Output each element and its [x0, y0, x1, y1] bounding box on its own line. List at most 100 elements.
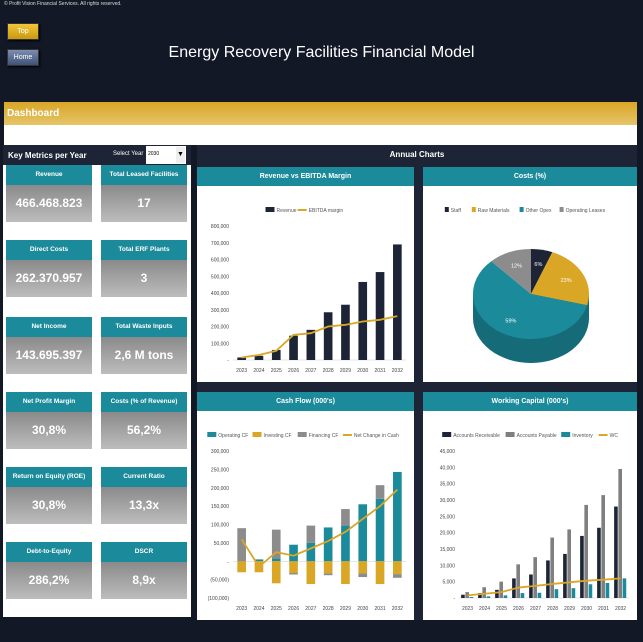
metric-value: 56,2%: [101, 412, 187, 449]
home-button[interactable]: Home: [7, 49, 39, 66]
costs-pie-chart: Costs (%) Staff Raw Materials Other Opex Ope…: [423, 167, 637, 382]
revenue-ebitda-chart: Revenue vs EBITDA Margin Revenue EBITDA ma…: [197, 167, 414, 382]
bar-accounts-receivable: [495, 589, 499, 598]
x-tick-label: 2024: [253, 606, 264, 612]
x-tick-label: 2023: [236, 606, 247, 612]
legend-label: Raw Materials: [478, 208, 510, 214]
legend-label: Net Change in Cash: [354, 433, 399, 439]
bar-accounts-receivable: [614, 506, 618, 598]
bar-accounts-payable: [516, 564, 520, 598]
y-tick-label: 600,000: [211, 258, 229, 264]
legend-label: Investing CF: [264, 433, 292, 439]
copyright-text: © Profit Vision Financial Services. All …: [4, 1, 122, 7]
annual-charts-title: Annual Charts: [389, 150, 445, 159]
bar-revenue: [289, 335, 298, 360]
bar-operating-cf: [271, 558, 281, 562]
x-tick-label: 2028: [323, 606, 334, 612]
metric-label: Net Profit Margin: [6, 392, 92, 412]
metric-card: Return on Equity (ROE) 30,8%: [6, 467, 92, 524]
legend-swatch: [444, 207, 449, 212]
page-title: Energy Recovery Facilities Financial Mod…: [168, 44, 475, 61]
working-capital-chart: Working Capital (000's) Accounts Receivab…: [423, 392, 637, 620]
bar-accounts-payable: [584, 504, 588, 598]
metric-value: 262.370.957: [6, 260, 92, 297]
metric-value: 2,6 M tons: [101, 337, 187, 374]
bar-investing-cf: [358, 561, 368, 574]
metric-label: Net Income: [6, 317, 92, 337]
top-button[interactable]: Top: [7, 23, 39, 40]
bar-inventory: [503, 595, 508, 598]
bar-investing-cf: [341, 561, 350, 585]
legend-swatch: [505, 432, 515, 437]
metric-card: Net Income 143.695.397: [6, 317, 92, 374]
legend-label: WC: [610, 433, 619, 439]
y-tick-label: -: [453, 596, 455, 602]
bar-accounts-payable: [567, 529, 571, 598]
bar-accounts-payable: [533, 557, 537, 598]
x-tick-label: 2031: [374, 606, 385, 612]
pie-data-label: 6%: [534, 262, 542, 268]
bar-revenue: [306, 329, 316, 360]
bar-inventory: [486, 596, 491, 598]
pie-data-label: 23%: [561, 278, 572, 284]
y-tick-label: 300,000: [211, 449, 229, 455]
x-tick-label: 2028: [547, 606, 558, 612]
y-tick-label: 100,000: [211, 523, 229, 529]
y-tick-label: 20,000: [440, 531, 456, 537]
y-tick-label: 30,000: [440, 498, 456, 504]
legend-label: Operating CF: [218, 433, 248, 439]
legend-label: Staff: [451, 208, 462, 214]
metric-value: 13,3x: [101, 487, 187, 524]
bar-financing-cf: [375, 485, 385, 499]
bar-inventory: [571, 588, 576, 598]
bar-accounts-payable: [601, 495, 605, 598]
bar-operating-cf: [341, 525, 350, 562]
y-tick-label: 250,000: [211, 467, 229, 473]
x-tick-label: 2026: [513, 606, 524, 612]
y-tick-label: 100,000: [211, 341, 229, 347]
dropdown-arrow-icon[interactable]: ▼: [176, 147, 185, 163]
y-tick-label: -: [227, 358, 229, 364]
x-tick-label: 2026: [288, 606, 299, 612]
bar-accounts-payable: [482, 587, 486, 598]
y-tick-label: 25,000: [440, 514, 456, 520]
chart-title: Cash Flow (000's): [197, 392, 414, 411]
metric-label: Total Leased Facilities: [101, 165, 187, 185]
bar-inventory: [554, 589, 559, 598]
x-tick-label: 2027: [530, 606, 541, 612]
y-tick-label: 800,000: [211, 224, 229, 230]
bar-revenue: [271, 349, 281, 360]
pie-data-label: 59%: [505, 318, 516, 324]
metric-label: Direct Costs: [6, 240, 92, 260]
bar-operating-cf: [358, 504, 368, 562]
x-tick-label: 2031: [598, 606, 609, 612]
metric-card: Debt-to-Equity 286,2%: [6, 542, 92, 599]
y-tick-label: 200,000: [211, 325, 229, 331]
y-tick-label: 45,000: [440, 449, 456, 455]
line-wc: [467, 577, 621, 597]
metric-value: 143.695.397: [6, 337, 92, 374]
y-tick-label: 200,000: [211, 486, 229, 492]
revenue-ebitda-plot: Revenue EBITDA margin - 100,000 200,000 300,0…: [211, 207, 406, 374]
metric-label: Return on Equity (ROE): [6, 467, 92, 487]
x-tick-label: 2024: [253, 368, 264, 374]
metric-value: 8,9x: [101, 562, 187, 599]
x-tick-label: 2032: [392, 606, 403, 612]
metric-card: Revenue 466.468.823: [6, 165, 92, 222]
bar-accounts-payable: [499, 581, 503, 598]
metric-value: 30,8%: [6, 487, 92, 524]
bar-operating-cf: [375, 498, 385, 562]
metric-label: Total Waste Inputs: [101, 317, 187, 337]
year-select[interactable]: 2030 ▼: [146, 146, 186, 164]
x-tick-label: 2027: [305, 606, 316, 612]
line-net-change-in-cash: [240, 488, 398, 569]
chart-title: Costs (%): [423, 167, 637, 186]
x-tick-label: 2030: [357, 606, 368, 612]
bar-accounts-receivable: [546, 560, 550, 598]
y-tick-label: 10,000: [440, 563, 456, 569]
y-tick-label: (100,000): [208, 596, 230, 602]
x-tick-label: 2027: [305, 368, 316, 374]
y-tick-label: 40,000: [440, 465, 456, 471]
legend-swatch: [207, 432, 217, 437]
selected-year: 2030: [148, 151, 160, 157]
